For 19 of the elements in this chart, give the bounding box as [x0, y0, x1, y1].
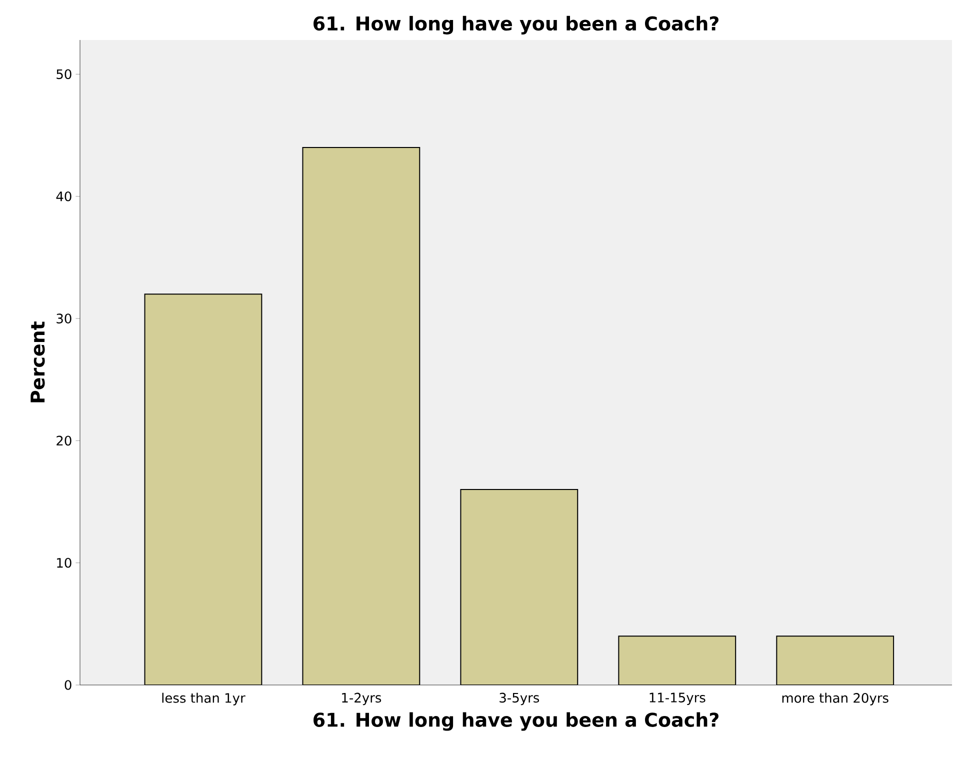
x-tick-label: 3-5yrs	[500, 692, 540, 706]
y-axis-title: Percent	[30, 321, 45, 402]
bar	[144, 294, 262, 685]
bar	[776, 636, 894, 685]
y-tick-label: 20	[56, 436, 72, 446]
chart-title: 61. How long have you been a Coach?	[314, 16, 718, 34]
bar	[302, 146, 420, 685]
y-tick-label: 30	[56, 314, 72, 324]
x-tick-label: more than 20yrs	[782, 692, 888, 706]
x-axis-title: 61. How long have you been a Coach?	[314, 712, 718, 731]
y-tick-label: 10	[57, 558, 72, 568]
x-tick-label: less than 1yr	[162, 692, 246, 706]
bar	[618, 636, 736, 685]
x-tick-label: 11-15yrs	[650, 692, 706, 705]
x-tick-label: 1-2yrs	[342, 692, 382, 706]
y-tick-label: 40	[56, 191, 72, 202]
bar	[460, 489, 578, 685]
y-tick-label: 50	[56, 69, 72, 80]
y-tick-label: 0	[64, 680, 72, 690]
